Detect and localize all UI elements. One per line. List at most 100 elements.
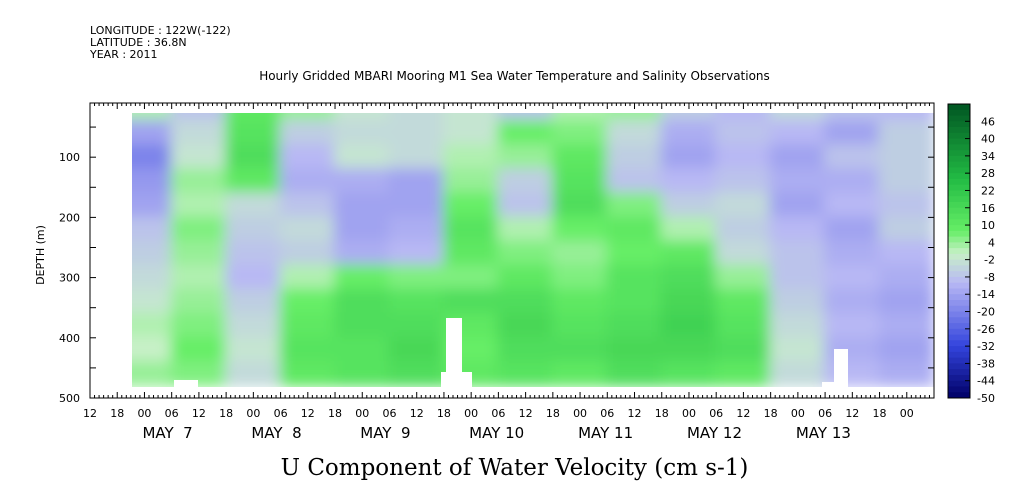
heatmap-cell	[132, 216, 173, 243]
x-tick-label: 06	[165, 407, 179, 420]
colorbar-segment	[948, 259, 970, 266]
colorbar-segment	[948, 363, 970, 370]
heatmap-cell	[824, 240, 881, 267]
colorbar-segment	[948, 276, 970, 284]
heatmap-cell	[606, 288, 663, 315]
heatmap-cell	[334, 120, 391, 147]
heatmap-cell	[442, 264, 500, 291]
heatmap-cell	[132, 336, 173, 363]
x-tick-label: 00	[900, 407, 914, 420]
x-day-label: MAY 12	[687, 424, 742, 442]
heatmap-cell	[388, 312, 445, 339]
heatmap-cell	[606, 360, 663, 387]
heatmap-cell	[551, 120, 609, 147]
x-day-label: MAY 13	[796, 424, 851, 442]
heatmap-cell	[606, 113, 663, 123]
colorbar-segment	[948, 178, 970, 186]
heatmap-cell	[715, 360, 772, 387]
x-tick-label: 00	[682, 407, 696, 420]
x-tick-label: 12	[410, 407, 424, 420]
heatmap-cell	[279, 120, 337, 147]
heatmap-cell	[334, 216, 391, 243]
heatmap-cell	[824, 336, 881, 363]
colorbar-label: 28	[981, 167, 995, 180]
heatmap-cell	[878, 113, 934, 123]
heatmap-cell	[388, 264, 445, 291]
heatmap-cell	[551, 144, 609, 171]
colorbar-segment	[948, 317, 970, 324]
heatmap-cell	[497, 288, 554, 315]
no-data-gap-may10	[441, 372, 472, 390]
no-data-gap-may13-low	[822, 382, 834, 390]
colorbar-segment	[948, 369, 970, 376]
heatmap-cell	[715, 216, 772, 243]
heatmap-cell	[170, 120, 228, 147]
heatmap-cell	[715, 113, 772, 123]
colorbar-segment	[948, 219, 970, 226]
heatmap-cell	[225, 192, 282, 219]
x-tick-label: 18	[328, 407, 342, 420]
colorbar-label: -50	[977, 392, 995, 405]
heatmap-cell	[551, 264, 609, 291]
colorbar-segment	[948, 230, 970, 238]
x-tick-label: 12	[83, 407, 97, 420]
heatmap-cell	[279, 336, 337, 363]
no-data-bottom	[91, 390, 933, 397]
x-tick-label: 12	[628, 407, 642, 420]
heatmap-cell	[388, 360, 445, 387]
colorbar-segment	[948, 357, 970, 364]
heatmap-cell	[824, 312, 881, 339]
x-day-label: MAY 10	[469, 424, 524, 442]
colorbar-segment	[948, 323, 970, 330]
x-tick-label: 12	[192, 407, 206, 420]
heatmap-cell	[660, 168, 718, 195]
x-tick-label: 00	[573, 407, 587, 420]
colorbar-label: 22	[981, 184, 995, 197]
colorbar-segment	[948, 328, 970, 336]
colorbar-label: -38	[977, 357, 995, 370]
heatmap-cell	[769, 240, 827, 267]
x-tick-label: 06	[818, 407, 832, 420]
heatmap-cell	[878, 192, 934, 219]
heatmap-cell	[334, 240, 391, 267]
heatmap-cell	[170, 264, 228, 291]
heatmap-cell	[606, 264, 663, 291]
heatmap-cell	[334, 144, 391, 171]
heatmap-cell	[225, 216, 282, 243]
heatmap-cell	[551, 240, 609, 267]
no-data-gap-may10-upper	[446, 318, 462, 372]
x-tick-label: 18	[764, 407, 778, 420]
x-ticks: 12 18 00 06 12 18 00 06 12 18 00 06 12 18 00 06 12 18 00 06…	[83, 103, 935, 442]
heatmap-cell	[769, 113, 827, 123]
heatmap-cell	[225, 120, 282, 147]
heatmap-cell	[225, 360, 282, 387]
heatmap-cell	[878, 360, 934, 387]
heatmap-cell	[334, 264, 391, 291]
heatmap-cell	[497, 336, 554, 363]
colorbar-segment	[948, 104, 970, 111]
x-tick-label: 18	[437, 407, 451, 420]
colorbar-label: -20	[977, 306, 995, 319]
heatmap-cell	[824, 113, 881, 123]
heatmap-cell	[660, 360, 718, 387]
y-tick-label: 300	[59, 272, 80, 285]
heatmap-cell	[334, 336, 391, 363]
heatmap-cell	[606, 216, 663, 243]
heatmap-cell	[606, 192, 663, 219]
heatmap-cell	[170, 216, 228, 243]
no-data-gap-may7	[174, 380, 198, 390]
heatmap-cell	[878, 288, 934, 315]
x-tick-label: 18	[219, 407, 233, 420]
colorbar-segment	[948, 202, 970, 209]
heatmap-cell	[388, 168, 445, 195]
colorbar-segment	[948, 334, 970, 341]
heatmap-cell	[132, 144, 173, 171]
colorbar-segment	[948, 207, 970, 215]
heatmap-cell	[715, 288, 772, 315]
colorbar-segment	[948, 184, 970, 191]
x-tick-label: 06	[491, 407, 505, 420]
heatmap-cell	[132, 192, 173, 219]
heatmap-cell	[170, 192, 228, 219]
colorbar-segment	[948, 196, 970, 203]
heatmap-cell	[388, 216, 445, 243]
